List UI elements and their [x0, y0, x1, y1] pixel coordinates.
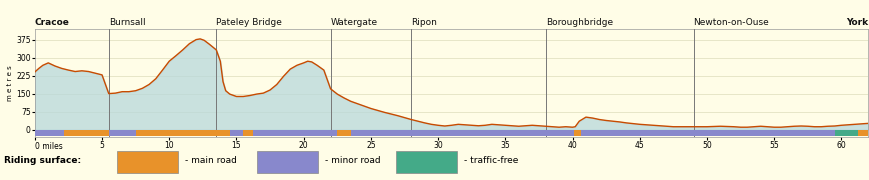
Bar [243, 130, 252, 136]
Text: - traffic-free: - traffic-free [463, 156, 518, 165]
Bar [395, 151, 456, 173]
Bar [252, 130, 337, 136]
Text: Cracoe: Cracoe [35, 18, 70, 27]
Text: York: York [846, 18, 867, 27]
Text: Burnsall: Burnsall [109, 18, 145, 27]
Text: - minor road: - minor road [324, 156, 380, 165]
Bar [35, 130, 64, 136]
Text: Boroughbridge: Boroughbridge [545, 18, 612, 27]
Bar [580, 130, 833, 136]
Bar [229, 130, 243, 136]
Bar [117, 151, 178, 173]
Bar [857, 130, 867, 136]
Bar [337, 130, 350, 136]
Bar [833, 130, 857, 136]
Text: - main road: - main road [185, 156, 237, 165]
Bar [350, 130, 574, 136]
Text: 0 miles: 0 miles [35, 142, 63, 151]
Bar [64, 130, 109, 136]
Text: Newton-on-Ouse: Newton-on-Ouse [693, 18, 768, 27]
Text: Pateley Bridge: Pateley Bridge [216, 18, 282, 27]
Bar [109, 130, 136, 136]
Bar [574, 130, 580, 136]
Bar [136, 130, 229, 136]
Text: Riding surface:: Riding surface: [4, 156, 82, 165]
Bar [256, 151, 317, 173]
Text: Ripon: Ripon [411, 18, 436, 27]
Text: Watergate: Watergate [330, 18, 377, 27]
Y-axis label: m e t r e s: m e t r e s [7, 65, 13, 101]
